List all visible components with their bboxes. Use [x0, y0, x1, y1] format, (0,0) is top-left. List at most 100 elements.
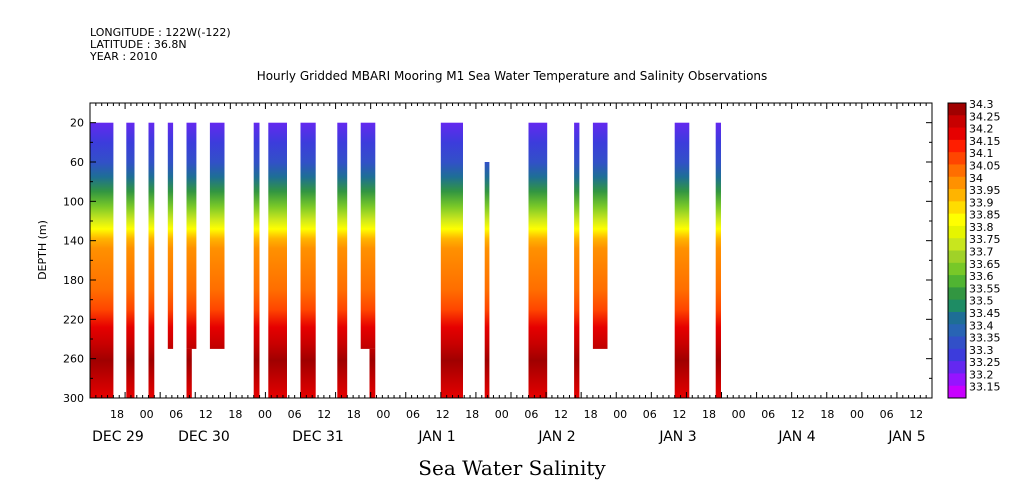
colorbar-swatch — [948, 373, 966, 387]
data-column-0 — [90, 122, 114, 398]
colorbar-swatch — [948, 311, 966, 325]
data-column-10 — [337, 122, 348, 398]
x-tick-label: 18 — [584, 408, 598, 421]
colorbar-label: 33.25 — [969, 356, 1001, 369]
colorbar-swatch — [948, 115, 966, 129]
x-tick-label: 00 — [376, 408, 390, 421]
y-tick-label: 180 — [63, 274, 84, 287]
colorbar-label: 34.25 — [969, 110, 1001, 123]
data-column-6 — [209, 122, 225, 349]
x-axis-label: Sea Water Salinity — [418, 456, 606, 480]
colorbar-label: 33.55 — [969, 282, 1001, 295]
data-column-14 — [484, 162, 490, 398]
colorbar-swatch — [948, 250, 966, 264]
colorbar-label: 34.3 — [969, 98, 994, 111]
y-tick-label: 220 — [63, 313, 84, 326]
data-column-9 — [300, 122, 316, 398]
colorbar-swatch — [948, 287, 966, 301]
colorbar-swatch — [948, 103, 966, 116]
x-tick-label: 06 — [288, 408, 302, 421]
colorbar-label: 33.15 — [969, 381, 1001, 394]
data-column-11 — [360, 122, 376, 349]
data-column-3 — [167, 122, 174, 349]
colorbar-swatch — [948, 176, 966, 190]
x-tick-label: 12 — [199, 408, 213, 421]
y-tick-label: 100 — [63, 195, 84, 208]
colorbar-swatch — [948, 225, 966, 239]
x-day-label: JAN 1 — [417, 429, 455, 445]
colorbar-label: 34.05 — [969, 160, 1001, 173]
x-tick-label: 06 — [524, 408, 538, 421]
data-column-8 — [268, 122, 287, 398]
x-tick-label: 18 — [228, 408, 242, 421]
colorbar-label: 33.2 — [969, 368, 994, 381]
x-tick-label: 06 — [406, 408, 420, 421]
data-column-2 — [148, 122, 155, 398]
colorbar-label: 34.15 — [969, 135, 1001, 148]
x-tick-label: 06 — [880, 408, 894, 421]
colorbar-label: 33.8 — [969, 221, 994, 234]
latitude-label: LATITUDE : 36.8N — [90, 38, 187, 51]
x-tick-label: 06 — [643, 408, 657, 421]
x-tick-label: 06 — [169, 408, 183, 421]
x-tick-label: 18 — [465, 408, 479, 421]
y-tick-label: 300 — [63, 392, 84, 405]
colorbar-swatch — [948, 164, 966, 178]
colorbar-swatch — [948, 213, 966, 227]
data-column-19 — [715, 122, 721, 398]
x-day-label: DEC 30 — [178, 429, 230, 445]
colorbar-swatch — [948, 152, 966, 165]
colorbar-label: 34.2 — [969, 123, 994, 136]
colorbar-swatch — [948, 262, 966, 276]
colorbar-label: 33.4 — [969, 319, 994, 332]
data-column-13 — [440, 122, 463, 398]
colorbar-label: 33.85 — [969, 209, 1001, 222]
x-tick-label: 00 — [613, 408, 627, 421]
colorbar-swatch — [948, 348, 966, 362]
chart-title: Hourly Gridded MBARI Mooring M1 Sea Wate… — [257, 69, 768, 83]
x-day-label: JAN 3 — [658, 429, 696, 445]
data-column-17 — [592, 122, 608, 349]
colorbar-label: 33.75 — [969, 233, 1001, 246]
x-tick-label: 12 — [436, 408, 450, 421]
colorbar-label: 33.95 — [969, 184, 1001, 197]
y-tick-label: 260 — [63, 353, 84, 366]
data-column-12 — [369, 348, 376, 398]
y-tick-label: 20 — [70, 117, 84, 130]
colorbar-swatch — [948, 299, 966, 313]
colorbar-label: 33.45 — [969, 307, 1001, 320]
colorbar-label: 33.5 — [969, 295, 994, 308]
y-tick-label: 140 — [63, 235, 84, 248]
x-tick-label: 00 — [495, 408, 509, 421]
colorbar-label: 33.65 — [969, 258, 1001, 271]
data-column-5 — [186, 348, 192, 398]
x-day-label: JAN 2 — [537, 429, 575, 445]
colorbar-swatch — [948, 336, 966, 350]
x-tick-label: 00 — [732, 408, 746, 421]
colorbar-swatch — [948, 127, 966, 141]
x-day-label: JAN 5 — [887, 429, 925, 445]
y-axis-label: DEPTH (m) — [36, 220, 49, 280]
colorbar-swatch — [948, 201, 966, 215]
longitude-label: LONGITUDE : 122W(-122) — [90, 26, 231, 39]
colorbar-swatch — [948, 238, 966, 251]
colorbar-label: 33.9 — [969, 196, 994, 209]
colorbar-swatch — [948, 139, 966, 153]
data-column-15 — [528, 122, 548, 398]
x-tick-label: 18 — [702, 408, 716, 421]
colorbar-label: 33.6 — [969, 270, 994, 283]
x-tick-label: 00 — [258, 408, 272, 421]
data-column-1 — [126, 122, 135, 398]
colorbar-label: 33.35 — [969, 332, 1001, 345]
x-tick-label: 12 — [909, 408, 923, 421]
colorbar-swatch — [948, 189, 966, 202]
x-tick-label: 18 — [110, 408, 124, 421]
x-tick-label: 18 — [347, 408, 361, 421]
y-tick-label: 60 — [70, 156, 84, 169]
x-tick-label: 12 — [672, 408, 686, 421]
x-tick-label: 12 — [791, 408, 805, 421]
data-column-18 — [674, 122, 690, 398]
data-column-7 — [253, 122, 260, 398]
colorbar-label: 33.3 — [969, 344, 994, 357]
